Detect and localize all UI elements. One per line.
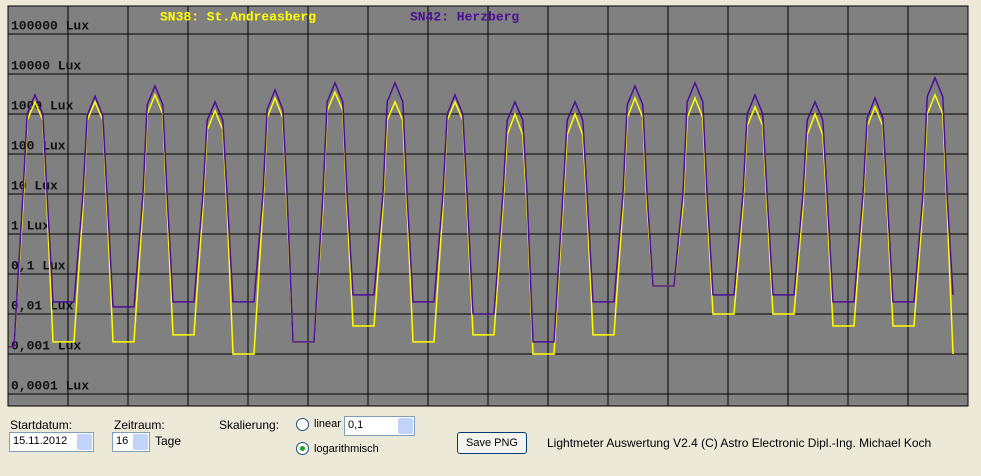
y-tick-label: 1000 Lux — [11, 98, 74, 113]
range-unit: Tage — [155, 434, 182, 448]
y-tick-label: 1 Lux — [11, 218, 50, 233]
chart: 100000 Lux 10000 Lux 1000 Lux 100 Lux 10 Lux… — [7, 0, 981, 410]
range-label: Zeitraum: — [114, 418, 165, 432]
y-tick-label: 100 Lux — [11, 138, 66, 153]
start-label: Startdatum: — [10, 418, 73, 432]
save-button[interactable]: Save PNG — [457, 432, 527, 454]
window-edge — [968, 0, 981, 410]
start-date-text: 15.11.2012 — [13, 435, 68, 447]
range-spinner[interactable]: 16 — [112, 432, 150, 452]
dropdown-button[interactable] — [77, 434, 92, 450]
y-tick-label: 0,01 Lux — [11, 298, 74, 313]
y-tick-label: 100000 Lux — [11, 18, 89, 33]
linear-value: 0,1 — [348, 419, 364, 431]
dropdown-button[interactable] — [398, 418, 413, 434]
spin-button[interactable] — [133, 434, 148, 450]
series-line — [8, 75, 954, 348]
y-tick-label: 0,0001 Lux — [11, 378, 89, 393]
y-tick-label: 0,001 Lux — [11, 338, 81, 353]
legend-entry: SN42: Herzberg — [410, 9, 519, 24]
y-tick-label: 0,1 Lux — [11, 258, 66, 273]
legend-entry: SN38: St.Andreasberg — [160, 9, 316, 24]
scale-label: Skalierung: — [219, 418, 280, 432]
y-tick-label: 10000 Lux — [11, 58, 81, 73]
radio-log[interactable] — [296, 442, 309, 455]
log-label: logarithmisch — [314, 443, 379, 455]
y-tick-label: 10 Lux — [11, 178, 58, 193]
radio-linear[interactable] — [296, 418, 309, 431]
plot-border — [7, 5, 969, 407]
footer: Lightmeter Auswertung V2.4 (C) Astro Ele… — [547, 436, 932, 450]
linear-label: linear — [314, 418, 341, 430]
radio-dot — [300, 446, 305, 451]
start-date[interactable]: 15.11.2012 — [9, 432, 94, 452]
range-value: 16 — [116, 435, 129, 447]
linear-combo[interactable]: 0,1 — [344, 416, 415, 436]
